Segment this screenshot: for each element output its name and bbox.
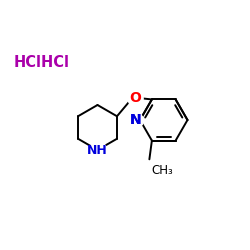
Text: O: O xyxy=(129,91,141,105)
Text: NH: NH xyxy=(87,144,108,156)
Text: CH₃: CH₃ xyxy=(151,164,173,177)
Text: N: N xyxy=(130,113,141,127)
Text: N: N xyxy=(130,113,141,127)
Text: HClHCl: HClHCl xyxy=(13,55,69,70)
